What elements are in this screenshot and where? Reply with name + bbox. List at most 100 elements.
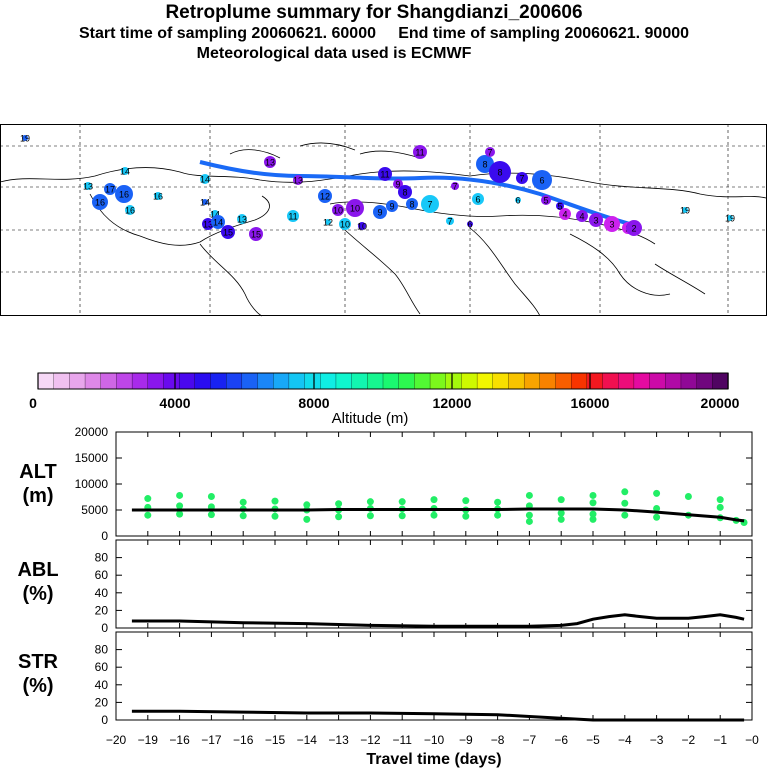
plume-point-marker (413, 145, 427, 159)
altitude-scatter-point (335, 513, 343, 521)
plume-point-marker (318, 189, 332, 203)
colorbar-box (304, 372, 321, 390)
altitude-colorbar: 0 4000 8000 12000 16000 20000 Altitude (m) (29, 372, 740, 427)
abl-frame (115, 539, 753, 629)
plume-point-marker (115, 185, 133, 203)
plume-point-label: 13 (265, 158, 275, 168)
plume-point-marker (682, 207, 688, 213)
colorbar-box (696, 372, 713, 390)
altitude-scatter-point (335, 500, 343, 508)
plume-point-label: 4 (562, 210, 567, 220)
colorbar-box (523, 372, 541, 390)
plume-point: 13 (202, 218, 214, 230)
plume-point-label: 10 (340, 220, 350, 230)
x-tick-label: −5 (586, 733, 600, 747)
plume-point-label: 3 (609, 220, 614, 230)
x-tick-label: −0 (745, 733, 759, 747)
colorbar-box (288, 372, 306, 390)
plume-point-marker (358, 222, 366, 230)
colorbar-tick-label: 12000 (433, 395, 472, 411)
plume-point-label: 13 (203, 220, 213, 230)
y-tick-label: 0 (101, 529, 108, 543)
plume-point-label: 16 (95, 198, 105, 208)
altitude-scatter-point (557, 496, 565, 504)
plume-point: 10 (332, 204, 344, 216)
x-tick-label: −4 (618, 733, 632, 747)
plume-point-marker (406, 198, 418, 210)
plume-point: 19 (20, 134, 30, 144)
y-tick-label: 60 (95, 660, 109, 674)
plume-point-marker (346, 199, 364, 217)
x-tick-label: −12 (360, 733, 381, 747)
altitude-scatter-point (589, 515, 597, 523)
plume-point-marker (472, 193, 484, 205)
altitude-scatter-point (494, 498, 502, 506)
plume-point-label: 16 (153, 192, 163, 202)
plume-point-marker (421, 195, 439, 213)
y-tick-label: 15000 (75, 451, 109, 465)
plume-point-marker (339, 218, 351, 230)
plume-point: 16 (92, 194, 108, 210)
y-tick-label: 80 (95, 551, 109, 565)
x-tick-label: −2 (682, 733, 696, 747)
plume-point-label: 6 (515, 196, 520, 206)
plume-point: 8 (489, 161, 511, 183)
travel-time-panels: 05000100001500020000ALT(m)020406080ABL(%… (17, 425, 759, 768)
colorbar-box (571, 372, 588, 390)
colorbar-box (539, 372, 557, 390)
x-tick-label: −8 (491, 733, 505, 747)
coastlines (0, 142, 767, 317)
plume-point-label: 6 (467, 220, 472, 230)
alt-panel: 0 5000 10000 15000 20000 ALT(m) (19, 425, 753, 543)
plume-point-marker (125, 205, 135, 215)
plume-point-marker (467, 221, 473, 227)
plume-point: 9 (393, 179, 403, 190)
plume-point-marker (378, 167, 392, 181)
plume-point-label: 3 (593, 216, 598, 226)
altitude-scatter-point (589, 510, 597, 518)
plume-point: 12 (323, 218, 333, 228)
colorbar-box (665, 372, 682, 390)
altitude-scatter-point (525, 511, 533, 519)
colorbar-tick-label: 16000 (571, 395, 610, 411)
plume-point-label: 5 (543, 196, 548, 206)
altitude-scatter-point (716, 503, 724, 511)
plume-point-marker (202, 218, 214, 230)
plume-point-label: 5 (557, 202, 562, 212)
plume-point: 7 (516, 172, 528, 184)
altitude-scatter-point (144, 495, 152, 503)
y-tick-label: 40 (95, 586, 109, 600)
altitude-scatter-point (366, 498, 374, 506)
colorbar-box (210, 372, 227, 390)
plume-point: 14 (120, 167, 130, 177)
plume-point-marker (332, 204, 344, 216)
plume-point-label: 8 (482, 160, 487, 170)
colorbar-box (241, 372, 259, 390)
plume-point-marker (104, 183, 116, 195)
plume-point-label: 13 (293, 176, 303, 186)
plume-point-marker (398, 185, 412, 199)
plume-point-label: 8 (497, 168, 502, 178)
x-tick-label: −17 (201, 733, 222, 747)
colorbar-box (602, 372, 619, 390)
y-tick-label: 20000 (75, 425, 109, 439)
plume-point: 14 (211, 215, 225, 229)
plume-point-label: 7 (519, 174, 524, 184)
plume-point-marker (386, 200, 398, 212)
colorbar-box (116, 372, 133, 390)
y-tick-label: 0 (101, 621, 108, 635)
plume-point: 2 (626, 220, 642, 236)
colorbar-box (508, 372, 525, 390)
colorbar-tick-labels: 0 4000 8000 12000 16000 20000 (29, 373, 740, 411)
plume-point: 15 (249, 227, 263, 241)
plume-point-label: 15 (223, 228, 233, 238)
plume-point: 3 (604, 216, 620, 232)
colorbar-box (178, 372, 196, 390)
colorbar-box (461, 372, 478, 390)
colorbar-box (273, 372, 290, 390)
plume-point: 8 (476, 155, 494, 173)
plume-point-marker (559, 208, 571, 220)
altitude-scatter-point (621, 488, 629, 496)
plume-point-marker (451, 182, 459, 190)
